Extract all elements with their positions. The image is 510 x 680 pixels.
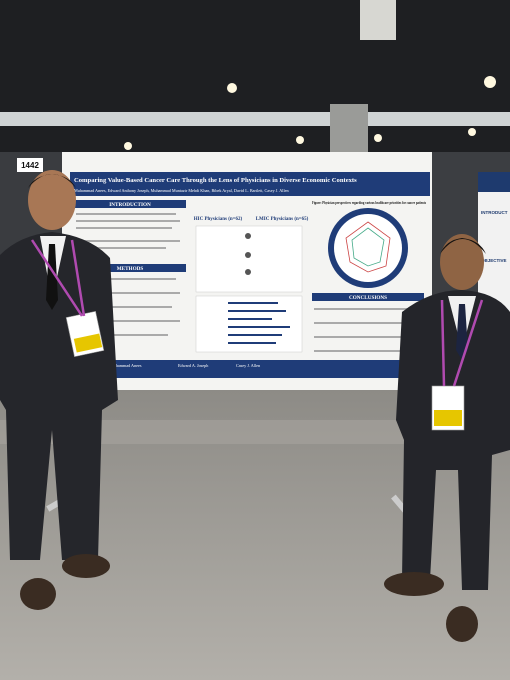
bar: [228, 342, 276, 344]
poster-title-bar: [70, 172, 430, 196]
intro-text-lines: [76, 213, 180, 249]
radar-shape: [345, 221, 391, 273]
person-right: [384, 234, 510, 642]
section-title: METHODS: [117, 266, 144, 272]
icon: [245, 252, 251, 258]
light: [484, 76, 496, 88]
section-header: [312, 293, 424, 301]
shoe: [446, 606, 478, 642]
bar-figure-bars: [228, 302, 290, 344]
poster-title: Comparing Value-Based Cancer Care Throug…: [74, 177, 357, 184]
pillar: [330, 104, 368, 154]
section-header: [74, 200, 186, 208]
radar-shape: [351, 227, 385, 267]
text-line: [314, 336, 410, 338]
shoe: [20, 578, 56, 610]
light: [227, 83, 237, 93]
figure-caption: Figure: Physician perspectives regarding…: [312, 200, 426, 205]
section-title: INTRODUCTION: [109, 202, 151, 208]
neighbor-section: OBJECTIVE: [481, 258, 507, 263]
light: [468, 128, 476, 136]
badge-stripe: [434, 410, 462, 426]
suit: [396, 290, 510, 590]
person-left: [0, 170, 118, 610]
column-heading: LMIC Physicians (n=65): [256, 217, 309, 222]
light: [374, 134, 382, 142]
booth-sign: [17, 158, 43, 172]
text-line: [76, 247, 166, 249]
bar: [228, 334, 282, 336]
section-header: [74, 264, 186, 272]
infographic-icons: [245, 233, 251, 275]
methods-text-lines: [76, 278, 180, 336]
footer-name: Casey J. Allen: [236, 363, 261, 368]
lanyard: [440, 299, 484, 387]
badge-stripe: [73, 333, 103, 353]
bar: [228, 302, 278, 304]
ceiling: [0, 0, 510, 160]
text-line: [314, 308, 414, 310]
footer-name: Muhammad Anees: [110, 363, 142, 368]
text-line: [76, 320, 180, 322]
poster-footer: [70, 360, 430, 378]
tie: [456, 304, 468, 360]
text-line: [314, 350, 414, 352]
poster-authors: Muhammad Anees, Edward Anthony Joseph, M…: [74, 188, 289, 194]
footer-name: Edward A. Joseph: [178, 363, 209, 368]
neighbor-section: INTRODUCT: [481, 210, 508, 215]
light: [124, 142, 132, 150]
text-line: [76, 213, 176, 215]
neighbor-header: [478, 172, 510, 192]
bar: [228, 310, 286, 312]
ceiling-beam: [0, 112, 510, 126]
text-line: [76, 240, 180, 242]
hair: [440, 238, 486, 254]
column-heading: HIC Physicians (n=62): [194, 217, 243, 222]
radar-bg: [334, 214, 402, 282]
booth-number: 1442: [21, 161, 39, 170]
icon: [245, 233, 251, 239]
text-line: [76, 220, 180, 222]
bar: [228, 326, 290, 328]
bar: [228, 318, 272, 320]
shoe: [384, 572, 444, 596]
text-line: [76, 306, 172, 308]
text-line: [76, 227, 172, 229]
section-title: CONCLUSIONS: [349, 295, 387, 301]
conclusion-text-lines: [314, 308, 418, 352]
text-line: [76, 278, 176, 280]
shoe: [62, 554, 110, 578]
head: [28, 170, 76, 230]
hair: [28, 174, 76, 188]
head: [440, 234, 484, 290]
light: [296, 136, 304, 144]
text-line: [314, 322, 418, 324]
tie: [46, 244, 58, 310]
text-line: [76, 334, 168, 336]
neighbor-poster: [478, 172, 510, 312]
ceiling-lights: [124, 76, 496, 150]
icon: [245, 269, 251, 275]
lanyard: [30, 239, 86, 317]
text-line: [76, 292, 180, 294]
ceiling-panel: [360, 0, 396, 40]
